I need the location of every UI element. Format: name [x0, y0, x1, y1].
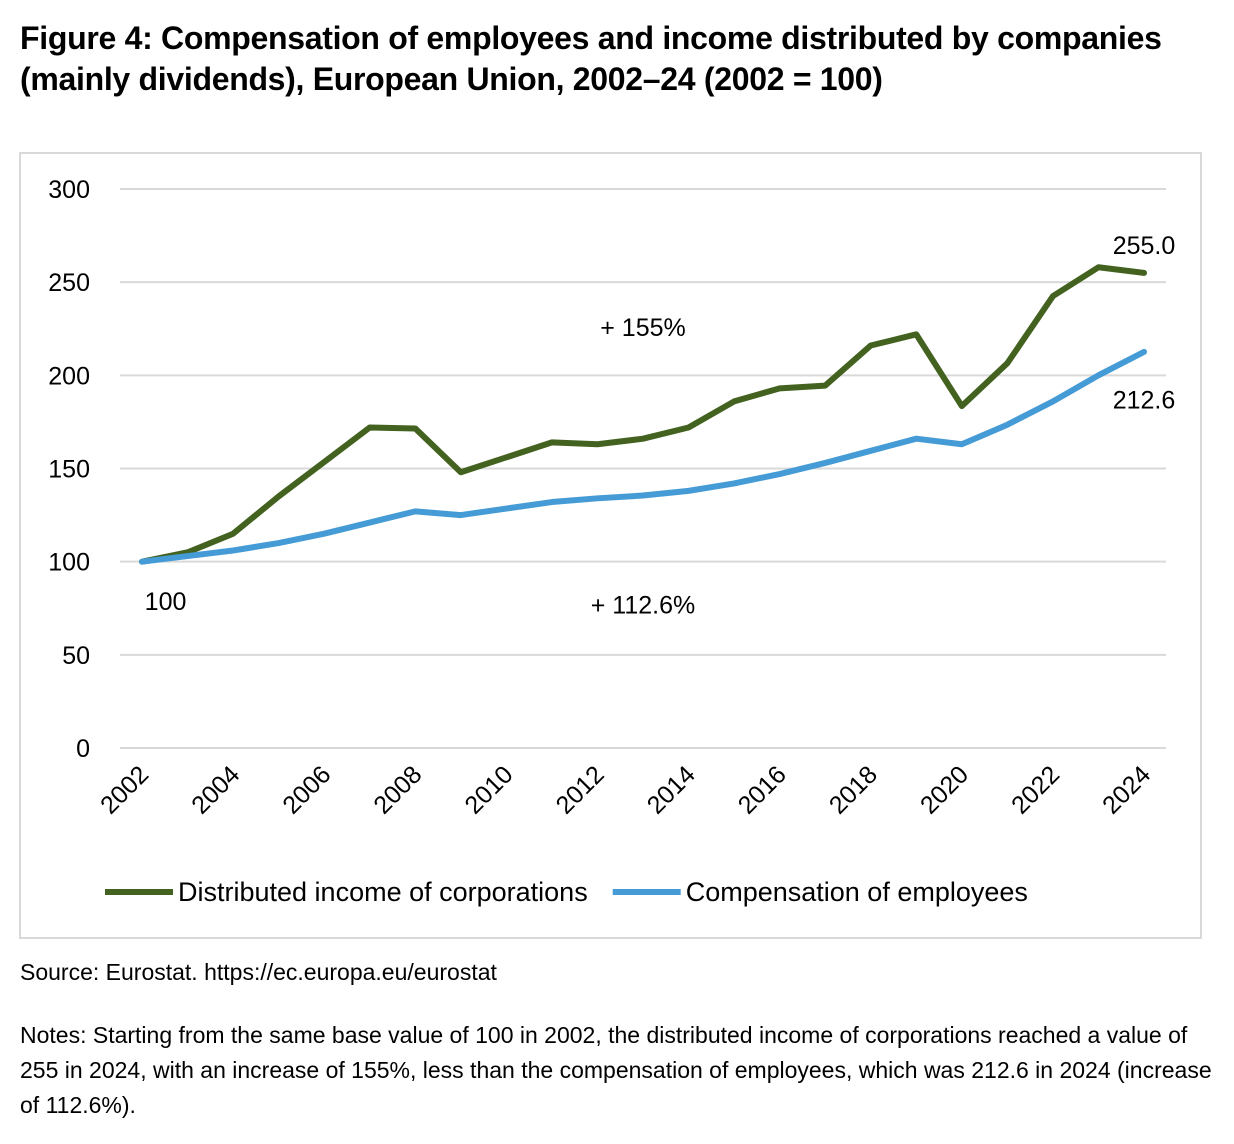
y-tick-label: 0 [76, 735, 90, 763]
series-line-1 [139, 348, 1147, 565]
x-tick-label: 2018 [824, 760, 883, 819]
notes-text: Notes: Starting from the same base value… [20, 1022, 1212, 1118]
x-tick-label: 2002 [95, 760, 154, 819]
chart-frame [19, 152, 1202, 939]
x-tick-label: 2010 [459, 760, 518, 819]
y-tick-label: 300 [48, 176, 90, 204]
x-tick-label: 2004 [186, 760, 245, 819]
line-chart: 0 50 100 150 200 250 300 2002 2004 2006 2008 2010 20… [48, 176, 1176, 907]
data-label: + 112.6% [591, 592, 695, 620]
y-tick-label: 100 [48, 549, 90, 577]
x-tick-label: 2022 [1006, 760, 1065, 819]
x-tick-label: 2014 [642, 760, 701, 819]
series-line-0 [139, 264, 1147, 565]
x-tick-label: 2006 [277, 760, 336, 819]
x-tick-label: 2024 [1097, 760, 1156, 819]
legend-label-0: Distributed income of corporations [178, 877, 588, 907]
legend-label-1: Compensation of employees [686, 877, 1028, 907]
y-tick-label: 200 [48, 362, 90, 390]
chart-title: Figure 4: Compensation of employees and … [20, 20, 1162, 97]
data-label: 212.6 [1113, 387, 1176, 415]
y-tick-label: 50 [62, 642, 90, 670]
source-text: Source: Eurostat. https://ec.europa.eu/e… [20, 959, 497, 985]
y-tick-label: 250 [48, 269, 90, 297]
x-tick-label: 2016 [733, 760, 792, 819]
x-tick-label: 2012 [551, 760, 610, 819]
data-label: 255.0 [1113, 232, 1176, 260]
data-label: 100 [145, 588, 187, 616]
x-tick-label: 2008 [368, 760, 427, 819]
data-label: + 155% [600, 314, 686, 342]
x-tick-label: 2020 [915, 760, 974, 819]
y-tick-label: 150 [48, 456, 90, 484]
